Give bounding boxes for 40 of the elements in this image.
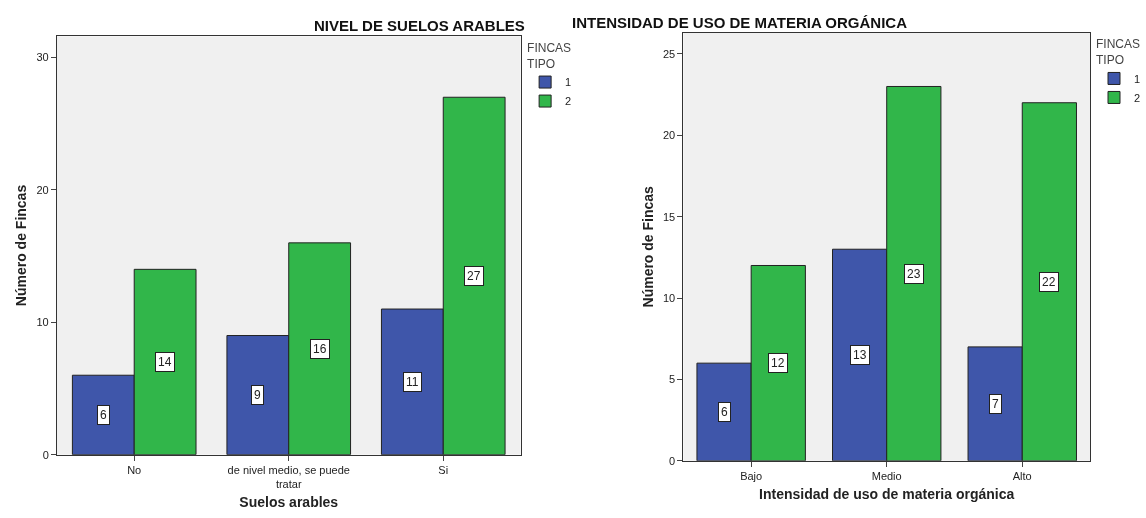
y-tick-label: 0 [42,448,49,461]
y-tick-label: 30 [36,51,49,64]
data-label: 27 [467,269,481,283]
y-tick-label: 25 [662,47,676,60]
y-tick-label: 0 [669,454,676,467]
x-tick-label: Alto [1012,470,1032,482]
x-tick-label: Medio [871,470,902,482]
data-label: 6 [100,408,107,422]
x-axis-title: Suelos arables [239,494,339,511]
legend-label: 1 [1134,72,1141,85]
data-label: 6 [721,405,728,419]
x-tick-label: No [127,463,142,476]
data-label: 13 [853,348,867,362]
legend-label: 2 [1134,91,1141,104]
data-label: 9 [254,388,261,402]
y-tick-label: 20 [36,183,49,196]
data-label: 23 [907,267,921,281]
y-tick-label: 5 [669,373,676,386]
x-tick-label: Bajo [740,470,763,482]
y-tick-label: 20 [662,129,676,142]
chart-title: NIVEL DE SUELOS ARABLES [314,17,525,34]
chart-title: INTENSIDAD DE USO DE MATERIA ORGÁNICA [572,14,908,31]
y-tick-label: 10 [36,316,49,329]
data-label: 12 [771,356,785,370]
data-label: 7 [992,397,999,411]
y-tick-label: 15 [662,210,676,223]
data-label: 14 [158,355,172,369]
x-tick-label: Si [438,463,449,476]
x-axis-title: Intensidad de uso de materia orgánica [759,486,1015,503]
data-label: 22 [1042,275,1056,289]
y-axis-title: Número de Fincas [13,184,30,307]
legend-title: FINCAS TIPO [527,40,572,71]
legend-label: 1 [565,76,572,89]
data-label: 16 [313,342,327,356]
legend-title: FINCAS TIPO [1096,37,1141,67]
y-axis-title: Número de Fincas [639,185,656,308]
x-tick-label: de nivel medio, se puede tratar [227,463,350,491]
y-tick-label: 10 [662,291,676,304]
legend-label: 2 [565,95,572,108]
data-label: 11 [406,375,419,389]
